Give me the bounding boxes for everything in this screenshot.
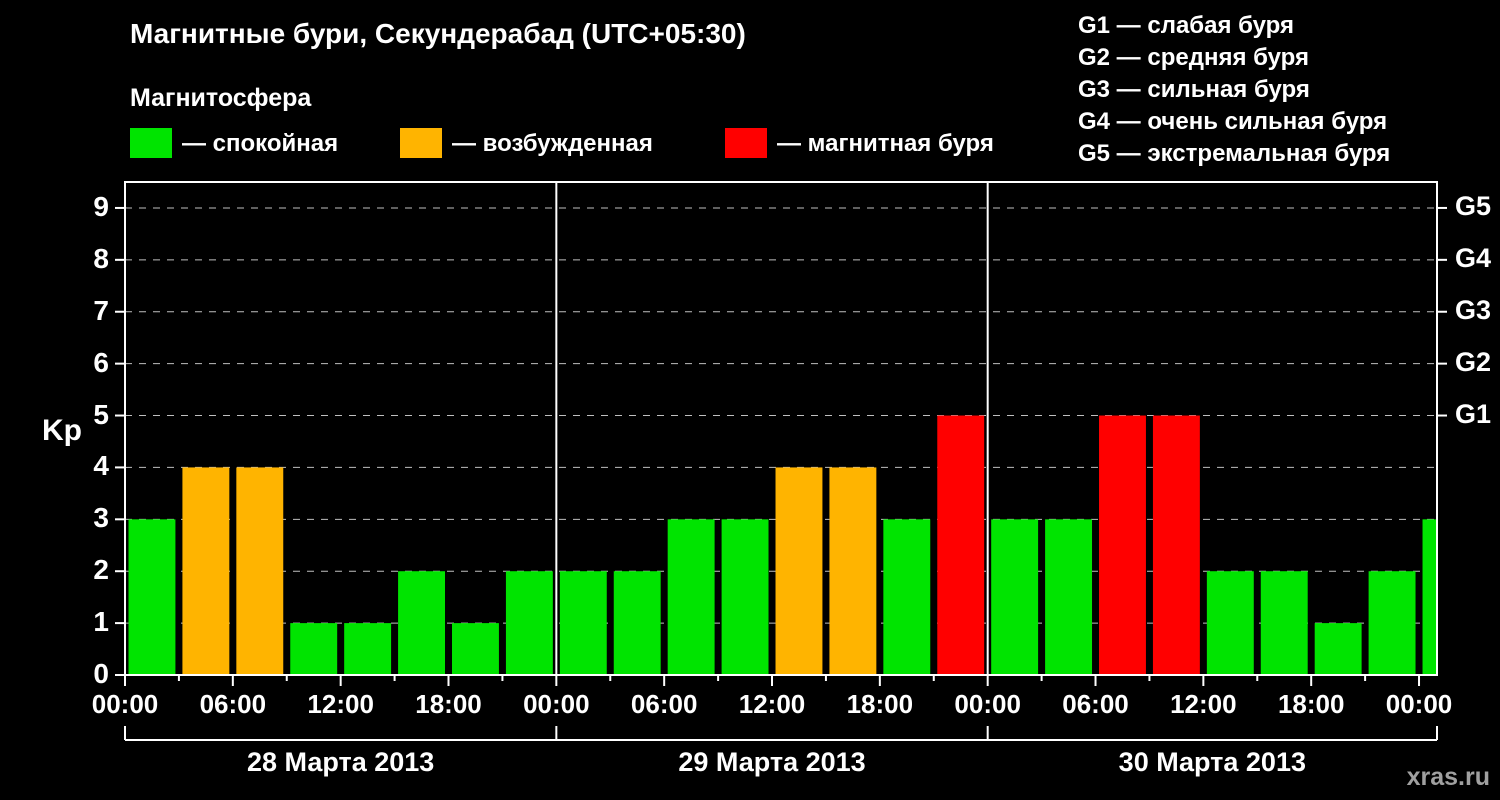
storm-scale-legend: G1 — слабая буря G2 — средняя буря G3 — … xyxy=(1078,10,1390,170)
kp-bar xyxy=(1206,571,1254,675)
y-tick-label: 4 xyxy=(93,450,109,482)
y-axis-title: Kp xyxy=(42,414,82,447)
legend-swatch-unsettled xyxy=(400,128,442,158)
g-scale-label: G4 xyxy=(1455,242,1492,273)
storm-scale-item-g1: G1 — слабая буря xyxy=(1078,12,1295,39)
kp-bar xyxy=(667,519,715,675)
kp-bar xyxy=(829,467,877,675)
kp-bar xyxy=(721,519,769,675)
kp-bar xyxy=(775,467,823,675)
y-tick-label: 2 xyxy=(93,554,109,586)
legend-label-quiet: — спокойная xyxy=(182,130,339,157)
x-tick-label: 00:00 xyxy=(523,689,590,719)
g-scale-label: G3 xyxy=(1455,294,1492,325)
kp-bar xyxy=(344,623,392,675)
storm-scale-item-g5: G5 — экстремальная буря xyxy=(1078,140,1391,167)
y-tick-label: 9 xyxy=(93,190,109,222)
date-label: 29 Марта 2013 xyxy=(678,747,866,777)
kp-bar xyxy=(505,571,553,675)
magnetosphere-legend-title: Магнитосфера xyxy=(130,84,312,112)
legend-swatch-storm xyxy=(725,128,767,158)
storm-scale-item-g3: G3 — сильная буря xyxy=(1078,76,1310,103)
kp-bar xyxy=(398,571,446,675)
axis-frame xyxy=(124,181,1438,676)
g-scale-label: G2 xyxy=(1455,346,1492,377)
kp-bar xyxy=(991,519,1039,675)
kp-bar xyxy=(1422,519,1437,675)
page-title: Магнитные бури, Секундерабад (UTC+05:30) xyxy=(130,18,746,49)
g-scale-label: G1 xyxy=(1455,398,1492,429)
y-tick-label: 5 xyxy=(93,398,109,430)
kp-bar xyxy=(128,519,176,675)
kp-bar xyxy=(1152,415,1200,675)
kp-bar xyxy=(613,571,661,675)
g-scale-label: G5 xyxy=(1455,190,1492,221)
kp-bar xyxy=(1260,571,1308,675)
x-tick-label: 00:00 xyxy=(1385,689,1453,719)
magnetosphere-legend: — спокойная — возбужденная — магнитная б… xyxy=(0,128,1500,160)
x-tick-label: 00:00 xyxy=(954,689,1021,719)
kp-bar xyxy=(1045,519,1093,675)
x-tick-label: 06:00 xyxy=(199,689,267,719)
kp-bar xyxy=(1099,415,1146,675)
y-tick-label: 1 xyxy=(93,606,109,638)
x-tick-label: 06:00 xyxy=(630,689,698,719)
y-tick-label: 3 xyxy=(93,502,109,534)
kp-bar xyxy=(236,467,284,675)
storm-scale-item-g2: G2 — средняя буря xyxy=(1078,44,1309,71)
legend-label-unsettled: — возбужденная xyxy=(452,130,653,157)
kp-bar xyxy=(559,571,607,675)
watermark: xras.ru xyxy=(1406,763,1490,791)
x-tick-label: 18:00 xyxy=(1277,689,1345,719)
x-tick-label: 12:00 xyxy=(307,689,374,719)
x-tick-label: 18:00 xyxy=(846,689,914,719)
date-label: 30 Марта 2013 xyxy=(1118,747,1306,777)
kp-bar xyxy=(883,519,931,675)
date-label: 28 Марта 2013 xyxy=(247,747,435,777)
kp-bar xyxy=(1368,571,1416,675)
y-tick-label: 7 xyxy=(93,294,109,326)
kp-bar xyxy=(290,623,338,675)
x-tick-label: 18:00 xyxy=(415,689,482,719)
kp-bar xyxy=(452,623,499,675)
y-tick-label: 0 xyxy=(93,658,109,689)
kp-bar xyxy=(937,415,985,675)
kp-bar xyxy=(182,467,230,675)
x-tick-label: 00:00 xyxy=(91,689,159,719)
kp-bar xyxy=(1314,623,1362,675)
x-tick-label: 06:00 xyxy=(1062,689,1129,719)
x-tick-label: 12:00 xyxy=(1170,689,1237,719)
legend-label-storm: — магнитная буря xyxy=(777,130,994,157)
legend-swatch-quiet xyxy=(130,128,172,158)
x-tick-label: 12:00 xyxy=(738,689,806,719)
y-tick-label: 6 xyxy=(93,346,109,378)
storm-scale-item-g4: G4 — очень сильная буря xyxy=(1078,108,1388,135)
y-tick-label: 8 xyxy=(93,242,109,274)
